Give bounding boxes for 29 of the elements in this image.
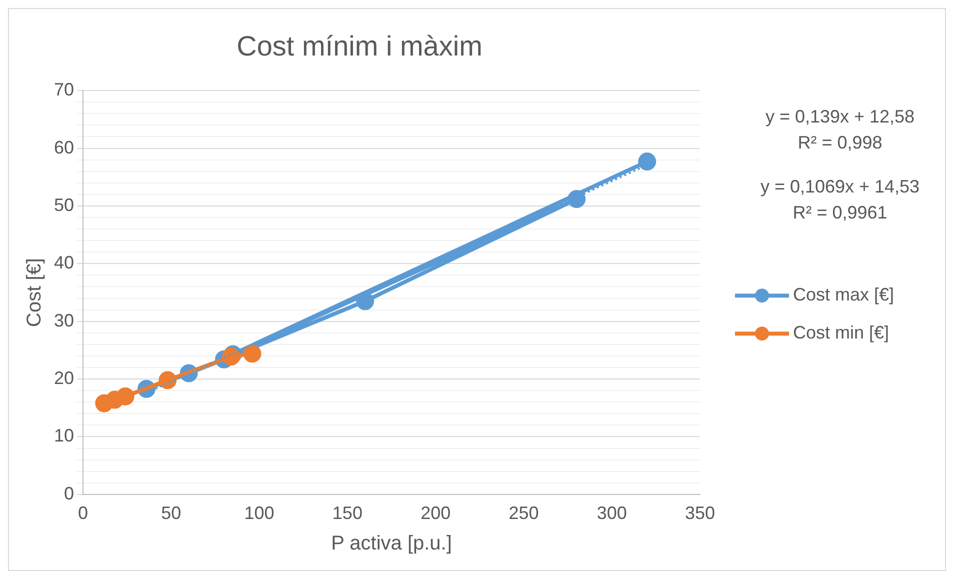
legend-label: Cost min [€] xyxy=(793,322,890,343)
point xyxy=(568,190,586,208)
x-tick-label: 150 xyxy=(332,503,362,524)
x-tick-label: 100 xyxy=(244,503,274,524)
x-tick-label: 0 xyxy=(78,503,88,524)
chart-title: Cost mínim i màxim xyxy=(236,30,482,62)
y-tick-label: 60 xyxy=(54,137,74,158)
y-tick-label: 50 xyxy=(54,194,74,215)
x-tick-label: 250 xyxy=(508,503,539,524)
x-axis-title: P activa [p.u.] xyxy=(331,532,452,555)
y-tick-label: 70 xyxy=(54,80,74,100)
x-tick-label: 200 xyxy=(420,503,451,524)
text: y = 0,139x + 12,58 R² = 0,998 xyxy=(765,106,915,153)
point xyxy=(243,344,262,363)
point xyxy=(356,292,374,310)
y-tick-label: 20 xyxy=(54,368,74,388)
y-axis-title: Cost [€] xyxy=(24,258,46,327)
y-tick-label: 40 xyxy=(54,252,74,273)
point xyxy=(158,371,177,390)
point xyxy=(638,152,656,171)
text: y = 0,1069x + 14,53 R² = 0,9961 xyxy=(760,176,920,223)
x-tick-label: 300 xyxy=(596,503,627,524)
y-tick-label: 10 xyxy=(54,426,74,446)
x-tick-label: 350 xyxy=(684,503,716,524)
y-tick-label: 30 xyxy=(54,310,74,330)
legend-label: Cost max [€] xyxy=(793,284,894,305)
y-tick-label: 0 xyxy=(64,483,74,504)
x-tick-label: 50 xyxy=(161,503,182,524)
point xyxy=(116,387,134,406)
